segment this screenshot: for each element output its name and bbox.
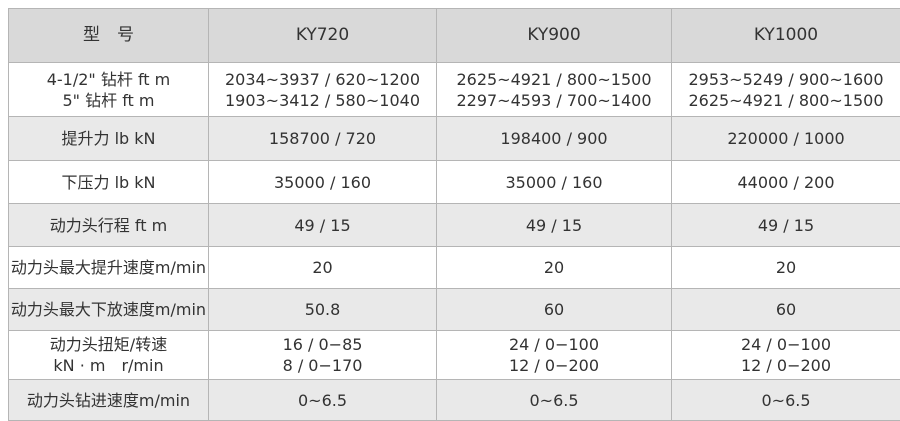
row-label: 提升力 lb kN	[9, 117, 209, 161]
cell-line: 动力头钻进速度m/min	[9, 390, 208, 411]
cell-line: 16 / 0−85	[209, 334, 436, 355]
cell-line: 2625~4921 / 800~1500	[437, 69, 671, 90]
cell-line: 198400 / 900	[437, 128, 671, 149]
header-cell: 型 号	[9, 9, 209, 63]
cell-line: 24 / 0−100	[437, 334, 671, 355]
header-cell: KY1000	[672, 9, 900, 63]
cell: 0~6.5	[672, 380, 900, 421]
cell: 44000 / 200	[672, 161, 900, 204]
cell-line: 动力头扭矩/转速	[9, 334, 208, 355]
header-cell: KY720	[209, 9, 437, 63]
cell: 35000 / 160	[437, 161, 672, 204]
cell: 220000 / 1000	[672, 117, 900, 161]
cell-line: 8 / 0−170	[209, 355, 436, 376]
cell-line: kN · m r/min	[9, 355, 208, 376]
cell-line: 50.8	[209, 299, 436, 320]
cell-line: 220000 / 1000	[672, 128, 900, 149]
cell-line: 1903~3412 / 580~1040	[209, 90, 436, 111]
row-label: 动力头最大下放速度m/min	[9, 289, 209, 331]
cell: 60	[437, 289, 672, 331]
cell: 20	[437, 247, 672, 289]
header-cell: KY900	[437, 9, 672, 63]
cell: 49 / 15	[209, 204, 437, 247]
cell-line: 35000 / 160	[437, 172, 671, 193]
cell-line: 12 / 0−200	[672, 355, 900, 376]
cell-line: 动力头行程 ft m	[9, 215, 208, 236]
cell-line: 49 / 15	[209, 215, 436, 236]
cell: 60	[672, 289, 900, 331]
cell-line: 2625~4921 / 800~1500	[672, 90, 900, 111]
cell-line: 下压力 lb kN	[9, 172, 208, 193]
row-label: 下压力 lb kN	[9, 161, 209, 204]
cell: 49 / 15	[437, 204, 672, 247]
cell-line: 2034~3937 / 620~1200	[209, 69, 436, 90]
cell-line: 49 / 15	[437, 215, 671, 236]
cell: 20	[672, 247, 900, 289]
cell-line: 动力头最大提升速度m/min	[9, 257, 208, 278]
cell-line: 2297~4593 / 700~1400	[437, 90, 671, 111]
cell-line: 158700 / 720	[209, 128, 436, 149]
cell: 20	[209, 247, 437, 289]
cell-line: 5" 钻杆 ft m	[9, 90, 208, 111]
cell: 198400 / 900	[437, 117, 672, 161]
cell: 0~6.5	[209, 380, 437, 421]
cell: 50.8	[209, 289, 437, 331]
cell-line: 4-1/2" 钻杆 ft m	[9, 69, 208, 90]
cell-line: 60	[437, 299, 671, 320]
cell-line: 12 / 0−200	[437, 355, 671, 376]
cell-line: 49 / 15	[672, 215, 900, 236]
cell-line: 2953~5249 / 900~1600	[672, 69, 900, 90]
row-label: 动力头行程 ft m	[9, 204, 209, 247]
cell-line: 20	[672, 257, 900, 278]
cell: 49 / 15	[672, 204, 900, 247]
row-label: 动力头钻进速度m/min	[9, 380, 209, 421]
cell-line: 0~6.5	[437, 390, 671, 411]
row-label: 动力头最大提升速度m/min	[9, 247, 209, 289]
cell-line: 0~6.5	[209, 390, 436, 411]
cell-line: 20	[209, 257, 436, 278]
cell-line: 0~6.5	[672, 390, 900, 411]
cell-line: 提升力 lb kN	[9, 128, 208, 149]
cell-line: 35000 / 160	[209, 172, 436, 193]
cell-line: 44000 / 200	[672, 172, 900, 193]
cell-line: 动力头最大下放速度m/min	[9, 299, 208, 320]
cell-line: 20	[437, 257, 671, 278]
cell-line: 24 / 0−100	[672, 334, 900, 355]
cell: 35000 / 160	[209, 161, 437, 204]
cell: 0~6.5	[437, 380, 672, 421]
cell: 158700 / 720	[209, 117, 437, 161]
cell-line: 60	[672, 299, 900, 320]
